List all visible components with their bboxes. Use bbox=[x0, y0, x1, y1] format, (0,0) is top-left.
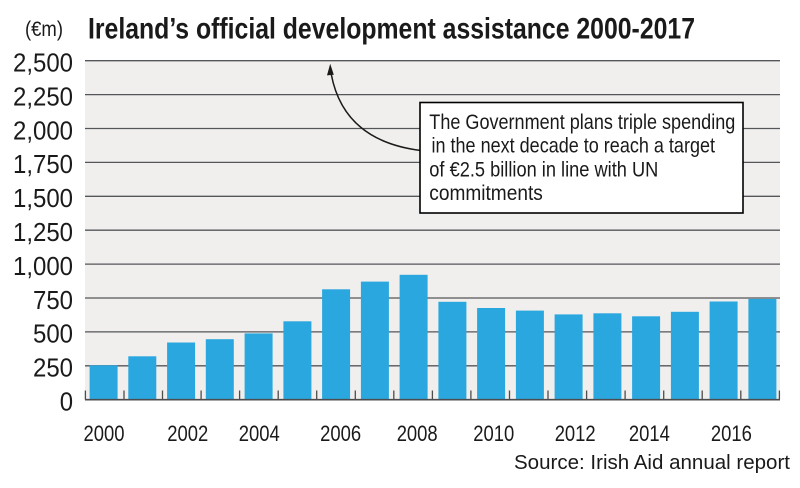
svg-text:1,250: 1,250 bbox=[13, 217, 73, 247]
svg-text:2,500: 2,500 bbox=[13, 48, 73, 78]
svg-text:2,250: 2,250 bbox=[13, 81, 73, 111]
svg-text:250: 250 bbox=[33, 353, 73, 383]
svg-text:2006: 2006 bbox=[320, 421, 361, 446]
svg-text:2000: 2000 bbox=[84, 421, 125, 446]
svg-text:The Government plans triple sp: The Government plans triple spending bbox=[429, 111, 735, 134]
svg-text:1,750: 1,750 bbox=[13, 149, 73, 179]
svg-text:2008: 2008 bbox=[397, 421, 438, 446]
svg-text:2016: 2016 bbox=[711, 421, 752, 446]
svg-text:Source: Irish Aid annual repor: Source: Irish Aid annual report bbox=[514, 452, 790, 474]
svg-text:2010: 2010 bbox=[473, 421, 514, 446]
svg-text:750: 750 bbox=[33, 285, 73, 315]
svg-text:(€m): (€m) bbox=[25, 18, 63, 41]
svg-text:2012: 2012 bbox=[555, 421, 596, 446]
svg-text:500: 500 bbox=[33, 319, 73, 349]
svg-text:2014: 2014 bbox=[629, 421, 670, 446]
svg-text:2002: 2002 bbox=[167, 421, 208, 446]
svg-text:2004: 2004 bbox=[239, 421, 280, 446]
svg-text:of €2.5 billion in line with U: of €2.5 billion in line with UN bbox=[429, 158, 658, 181]
svg-text:Ireland’s official development: Ireland’s official development assistanc… bbox=[88, 12, 695, 45]
svg-text:2,000: 2,000 bbox=[13, 115, 73, 145]
svg-text:commitments: commitments bbox=[429, 182, 543, 205]
svg-text:in the next decade to reach a: in the next decade to reach a target bbox=[432, 135, 716, 158]
svg-text:1,500: 1,500 bbox=[13, 183, 73, 213]
svg-text:0: 0 bbox=[60, 387, 73, 417]
svg-text:1,000: 1,000 bbox=[13, 251, 73, 281]
